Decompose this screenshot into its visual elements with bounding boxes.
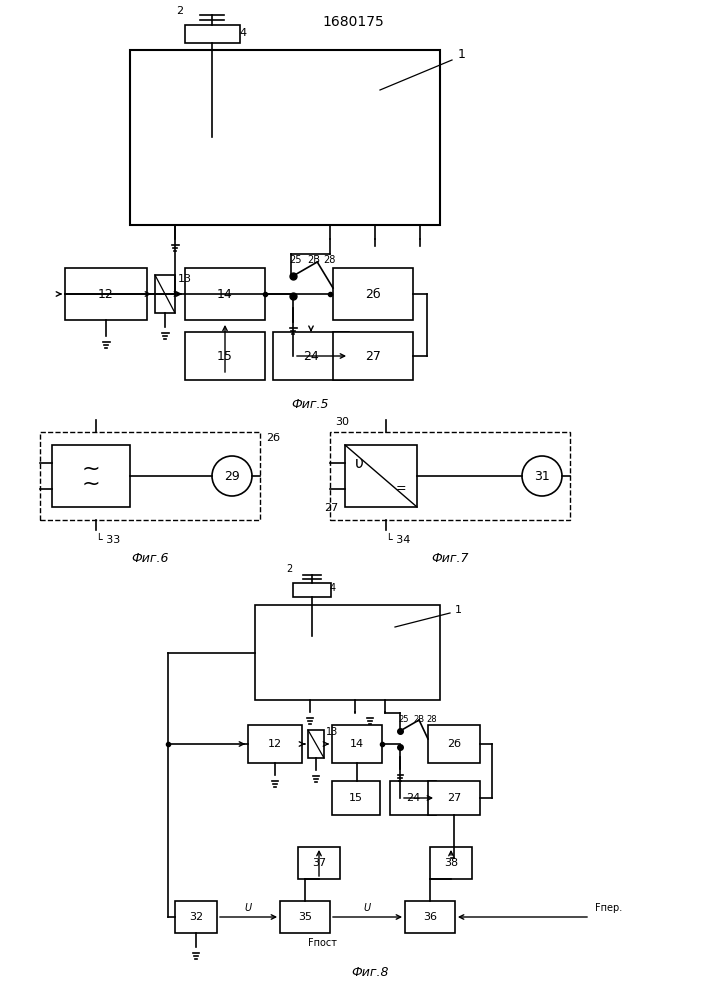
Bar (130, 50, 440, 225)
Text: 15: 15 (349, 793, 363, 803)
Text: υ: υ (355, 456, 363, 471)
Bar (345, 445, 417, 507)
Text: 29: 29 (224, 470, 240, 483)
Text: 37: 37 (312, 858, 326, 868)
Text: 4: 4 (330, 583, 336, 593)
Bar (298, 847, 340, 879)
Bar (40, 432, 260, 520)
Bar (428, 781, 480, 815)
Text: 30: 30 (335, 417, 349, 427)
Text: 25: 25 (289, 255, 301, 265)
Bar (280, 901, 330, 933)
Text: Fпер.: Fпер. (595, 903, 622, 913)
Text: 28: 28 (426, 714, 437, 724)
Text: ~
~: ~ ~ (82, 458, 100, 494)
Text: 1: 1 (458, 48, 466, 62)
Bar (185, 25, 240, 43)
Text: 35: 35 (298, 912, 312, 922)
Bar (185, 332, 265, 380)
Text: 14: 14 (350, 739, 364, 749)
Bar (65, 268, 147, 320)
Text: 25: 25 (398, 714, 409, 724)
Bar (308, 730, 324, 758)
Text: U: U (363, 903, 370, 913)
Text: 27: 27 (447, 793, 461, 803)
Text: 13: 13 (326, 727, 338, 737)
Text: 13: 13 (178, 274, 192, 284)
Bar (390, 781, 436, 815)
Text: Фиг.8: Фиг.8 (351, 966, 389, 980)
Text: 15: 15 (217, 350, 233, 362)
Text: Фиг.7: Фиг.7 (431, 552, 469, 564)
Bar (333, 268, 413, 320)
Bar (430, 847, 472, 879)
Text: 2б: 2б (366, 288, 381, 300)
Text: 38: 38 (444, 858, 458, 868)
Text: 2б: 2б (447, 739, 461, 749)
Text: Фиг.6: Фиг.6 (132, 552, 169, 564)
Text: 2б: 2б (266, 433, 280, 443)
Text: └ 33: └ 33 (96, 535, 120, 545)
Text: =: = (396, 483, 407, 495)
Text: 2B: 2B (307, 255, 320, 265)
Text: 12: 12 (98, 288, 114, 300)
Text: 2: 2 (177, 6, 184, 16)
Bar (330, 432, 570, 520)
Text: 28: 28 (323, 255, 335, 265)
Text: └ 34: └ 34 (386, 535, 410, 545)
Bar (255, 605, 440, 700)
Bar (155, 275, 175, 313)
Bar (175, 901, 217, 933)
Text: 36: 36 (423, 912, 437, 922)
Text: 4: 4 (240, 28, 247, 38)
Text: 24: 24 (406, 793, 420, 803)
Bar (293, 583, 331, 597)
Text: 14: 14 (217, 288, 233, 300)
Bar (185, 268, 265, 320)
Bar (405, 901, 455, 933)
Text: 27: 27 (324, 503, 338, 513)
Text: 32: 32 (189, 912, 203, 922)
Text: 31: 31 (534, 470, 550, 483)
Text: 27: 27 (365, 350, 381, 362)
Bar (332, 781, 380, 815)
Text: 24: 24 (303, 350, 319, 362)
Text: U: U (245, 903, 252, 913)
Bar (428, 725, 480, 763)
Bar (273, 332, 349, 380)
Text: Fпост: Fпост (308, 938, 337, 948)
Text: Фиг.5: Фиг.5 (291, 398, 329, 412)
Text: 1: 1 (455, 605, 462, 615)
Bar (333, 332, 413, 380)
Bar (52, 445, 130, 507)
Bar (248, 725, 302, 763)
Bar (332, 725, 382, 763)
Text: 12: 12 (268, 739, 282, 749)
Text: 2B: 2B (413, 714, 424, 724)
Text: 2: 2 (286, 564, 292, 574)
Text: 1680175: 1680175 (322, 15, 384, 29)
